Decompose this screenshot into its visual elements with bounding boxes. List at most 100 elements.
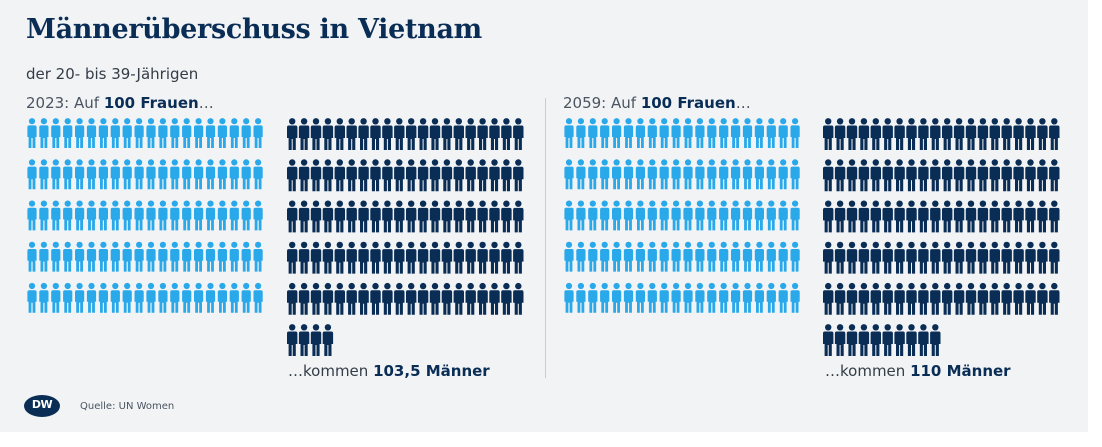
woman-icon bbox=[146, 282, 156, 313]
woman-icon bbox=[659, 159, 669, 190]
woman-icon bbox=[51, 159, 61, 190]
woman-icon bbox=[229, 200, 239, 231]
woman-icon bbox=[790, 159, 800, 190]
man-icon bbox=[894, 159, 905, 192]
man-icon bbox=[846, 159, 858, 192]
man-icon bbox=[906, 118, 917, 150]
woman-icon bbox=[146, 159, 156, 190]
man-icon bbox=[1013, 118, 1024, 150]
woman-icon bbox=[719, 200, 729, 231]
woman-icon bbox=[63, 118, 73, 148]
man-icon bbox=[441, 118, 453, 150]
panel-2023-footer-prefix: …kommen bbox=[288, 362, 374, 380]
woman-icon bbox=[635, 282, 645, 313]
woman-icon bbox=[731, 241, 741, 272]
man-icon bbox=[846, 200, 858, 233]
woman-icon bbox=[205, 200, 216, 231]
man-icon bbox=[894, 200, 905, 233]
woman-icon bbox=[51, 282, 61, 313]
man-icon bbox=[953, 200, 965, 233]
man-icon bbox=[382, 118, 393, 150]
man-icon bbox=[930, 324, 941, 356]
man-icon bbox=[441, 159, 453, 192]
woman-icon bbox=[241, 159, 251, 190]
man-icon bbox=[358, 159, 369, 192]
woman-icon bbox=[742, 118, 753, 148]
woman-icon bbox=[158, 241, 168, 272]
man-icon bbox=[298, 241, 310, 274]
woman-icon bbox=[158, 282, 168, 313]
man-icon bbox=[1037, 241, 1048, 274]
woman-icon bbox=[241, 241, 251, 272]
man-icon bbox=[882, 324, 893, 356]
man-icon bbox=[906, 324, 917, 356]
man-icon bbox=[1013, 282, 1024, 315]
man-icon bbox=[429, 282, 441, 315]
man-icon bbox=[287, 200, 298, 233]
man-icon bbox=[977, 241, 989, 274]
man-icon bbox=[334, 241, 345, 274]
woman-icon bbox=[110, 282, 120, 313]
woman-icon bbox=[217, 200, 227, 231]
woman-icon bbox=[790, 241, 800, 272]
woman-icon bbox=[170, 241, 180, 272]
man-icon bbox=[477, 282, 488, 315]
woman-icon bbox=[39, 200, 49, 231]
man-icon bbox=[823, 241, 834, 274]
man-icon bbox=[834, 282, 846, 315]
man-icon bbox=[953, 159, 965, 192]
woman-icon bbox=[695, 118, 705, 148]
man-icon bbox=[942, 241, 953, 274]
man-icon bbox=[489, 200, 500, 233]
woman-icon bbox=[27, 241, 37, 272]
woman-icon bbox=[182, 241, 192, 272]
man-icon bbox=[501, 159, 512, 192]
woman-icon bbox=[683, 159, 693, 190]
woman-icon bbox=[194, 200, 204, 231]
man-icon bbox=[358, 241, 369, 274]
man-icon bbox=[1049, 282, 1060, 315]
man-icon bbox=[906, 159, 917, 192]
man-icon bbox=[298, 200, 310, 233]
panel-2059-header-bold: 100 Frauen bbox=[640, 94, 736, 112]
man-icon bbox=[287, 118, 298, 150]
woman-icon bbox=[671, 241, 681, 272]
woman-icon bbox=[122, 241, 132, 272]
man-icon bbox=[894, 241, 905, 274]
woman-icon bbox=[671, 282, 681, 313]
panel-divider bbox=[545, 98, 546, 378]
man-icon bbox=[370, 200, 381, 233]
man-icon bbox=[882, 282, 893, 315]
man-icon bbox=[322, 200, 334, 233]
man-icon bbox=[346, 282, 357, 315]
man-icon bbox=[1025, 200, 1036, 233]
man-icon bbox=[441, 200, 453, 233]
woman-icon bbox=[647, 282, 657, 313]
woman-icon bbox=[754, 118, 764, 148]
man-icon bbox=[918, 241, 929, 274]
man-icon bbox=[989, 200, 1000, 233]
man-icon bbox=[346, 241, 357, 274]
woman-icon bbox=[731, 200, 741, 231]
woman-icon bbox=[612, 282, 622, 313]
woman-icon bbox=[707, 282, 717, 313]
woman-icon bbox=[217, 282, 227, 313]
woman-icon bbox=[217, 118, 227, 148]
woman-icon bbox=[146, 200, 156, 231]
woman-icon bbox=[695, 200, 705, 231]
woman-icon bbox=[778, 200, 788, 231]
man-icon bbox=[846, 118, 858, 150]
man-icon bbox=[334, 282, 345, 315]
man-icon bbox=[918, 282, 929, 315]
man-icon bbox=[310, 200, 322, 233]
woman-icon bbox=[194, 241, 204, 272]
woman-icon bbox=[217, 241, 227, 272]
woman-icon bbox=[731, 118, 741, 148]
man-icon bbox=[906, 200, 917, 233]
man-icon bbox=[406, 159, 417, 192]
woman-icon bbox=[86, 282, 97, 313]
woman-icon bbox=[766, 159, 776, 190]
man-icon bbox=[489, 159, 500, 192]
panel-2023-footer: …kommen 103,5 Männer bbox=[288, 362, 490, 380]
woman-icon bbox=[110, 159, 120, 190]
